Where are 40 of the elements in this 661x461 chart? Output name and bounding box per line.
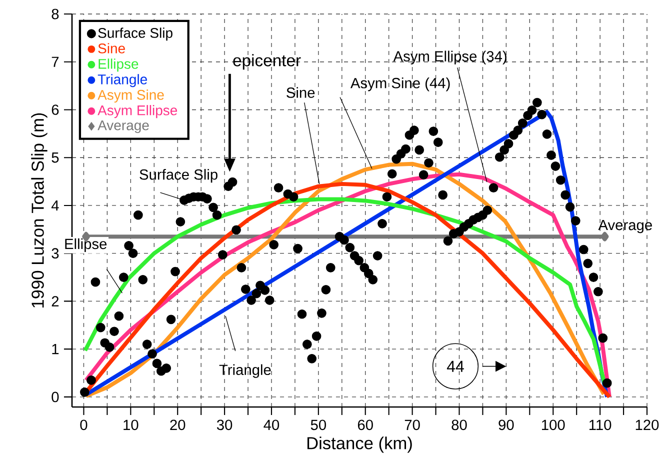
y-tick-label: 4 <box>51 200 59 211</box>
legend-label: Ellipse <box>98 58 138 72</box>
annotation: Surface Slip <box>140 168 218 183</box>
legend-label: Asym Ellipse <box>98 105 178 118</box>
x-tick-label: 90 <box>498 420 514 430</box>
y-tick-label: 1 <box>52 344 59 354</box>
y-tick-label: 7 <box>52 56 59 67</box>
annotation: Asym Sine (44) <box>350 78 450 92</box>
x-tick-label: 60 <box>358 420 373 430</box>
y-tick-label: 6 <box>52 104 59 115</box>
y-axis-title: 1990 Luzon Total Slip (m) <box>31 113 48 308</box>
y-tick-label: 5 <box>52 152 59 163</box>
x-tick-label: 10 <box>124 420 138 430</box>
x-tick-label: 100 <box>542 420 565 430</box>
annotation: Average <box>598 220 652 234</box>
annotation: Sine <box>286 87 315 98</box>
y-tick-label: 8 <box>52 8 59 20</box>
legend-label: Surface Slip <box>98 28 172 41</box>
x-axis-title: Distance (km) <box>307 436 412 453</box>
x-tick-label: 120 <box>636 420 659 430</box>
legend-label: Sine <box>98 43 125 54</box>
annotation: Ellipse <box>65 238 107 252</box>
y-tick-label: 2 <box>52 296 59 306</box>
x-tick-label: 110 <box>589 420 612 430</box>
annotation: 44 <box>446 360 464 372</box>
legend-label: Asym Sine <box>98 90 164 103</box>
annotation: Asym Ellipse (34) <box>393 50 506 64</box>
y-tick-label: 0 <box>52 392 59 402</box>
x-tick-label: 20 <box>170 420 186 430</box>
legend-label: Average <box>98 120 149 134</box>
annotation: epicenter <box>233 54 301 70</box>
x-tick-label: 40 <box>264 420 280 430</box>
annotation: Triangle <box>219 364 271 378</box>
x-tick-label: 50 <box>310 420 326 430</box>
x-tick-label: 0 <box>80 420 88 430</box>
x-tick-label: 70 <box>404 420 420 430</box>
legend-label: Triangle <box>98 74 147 88</box>
y-tick-label: 3 <box>52 248 59 259</box>
x-tick-label: 80 <box>452 420 467 430</box>
x-tick-label: 30 <box>216 420 232 430</box>
